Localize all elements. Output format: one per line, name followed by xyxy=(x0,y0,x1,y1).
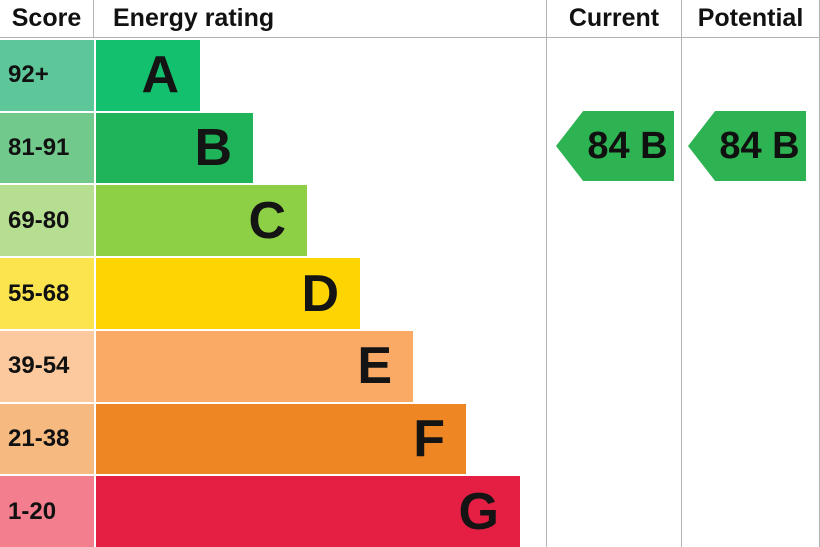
rating-bar-a: A xyxy=(96,40,200,111)
header-current: Current xyxy=(546,0,681,38)
rating-bar-e: E xyxy=(96,330,413,402)
header-score: Score xyxy=(0,0,94,38)
header-energy-rating: Energy rating xyxy=(94,0,546,38)
score-range: 69-80 xyxy=(0,185,94,257)
score-range: 55-68 xyxy=(0,258,94,329)
rating-rows: 92+ A 81-91 B 69-80 C 55-68 D 39-54 E 21… xyxy=(0,38,546,547)
rating-row: 81-91 B xyxy=(0,112,546,184)
rating-row: 39-54 E xyxy=(0,330,546,402)
rating-bar-d: D xyxy=(96,258,360,329)
rating-row: 21-38 F xyxy=(0,403,546,475)
rating-row: 1-20 G xyxy=(0,476,546,547)
score-range: 81-91 xyxy=(0,112,94,184)
rating-row: 69-80 C xyxy=(0,185,546,257)
rating-bar-c: C xyxy=(96,185,307,257)
current-rating-column: 84 B xyxy=(546,38,681,547)
score-range: 1-20 xyxy=(0,476,94,547)
chart-body: 92+ A 81-91 B 69-80 C 55-68 D 39-54 E 21… xyxy=(0,38,820,547)
chart-header-row: Score Energy rating Current Potential xyxy=(0,0,820,38)
current-rating-value: 84 B xyxy=(587,125,668,167)
potential-rating-value: 84 B xyxy=(719,125,800,167)
rating-bar-b: B xyxy=(96,112,253,184)
score-range: 39-54 xyxy=(0,330,94,402)
header-potential: Potential xyxy=(681,0,820,38)
score-range: 21-38 xyxy=(0,403,94,475)
potential-rating-column: 84 B xyxy=(681,38,820,547)
potential-rating-arrow: 84 B xyxy=(688,111,806,181)
score-range: 92+ xyxy=(0,40,94,111)
rating-bar-f: F xyxy=(96,403,466,475)
rating-row: 92+ A xyxy=(0,40,546,111)
rating-bar-g: G xyxy=(96,476,520,547)
current-rating-arrow: 84 B xyxy=(556,111,674,181)
rating-row: 55-68 D xyxy=(0,258,546,329)
